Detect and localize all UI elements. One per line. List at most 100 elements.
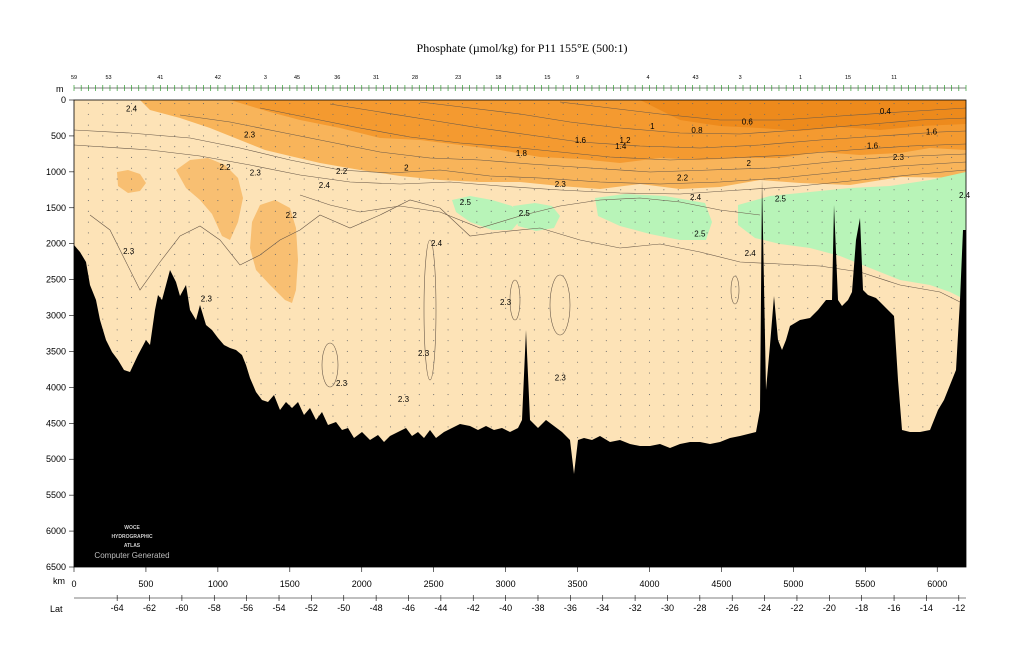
sample-dot [332,394,334,396]
sample-dot [850,146,852,148]
sample-dot [447,200,449,202]
sample-dot [404,156,406,159]
sample-dot [548,394,550,396]
sample-dot [634,189,636,191]
sample-dot [418,350,420,353]
sample-dot [548,167,550,169]
sample-dot [576,124,579,126]
plot-frame [73,99,967,568]
sample-dot [202,189,205,191]
sample-dot [447,146,449,148]
latitude-tick-label: -58 [208,603,221,613]
sample-dot [346,189,348,191]
sample-dot [922,286,924,288]
sample-dot [792,264,794,266]
sample-dot [289,340,291,342]
sample-dot [361,178,363,180]
sample-dot [346,264,348,266]
sample-dot [274,318,276,320]
sample-dot [188,113,190,115]
sample-dot [346,210,348,212]
sample-dot [922,275,924,277]
sample-dot [720,340,722,342]
latitude-tick-label: -30 [661,603,674,613]
station-number-label: 42 [215,75,221,81]
sample-dot [476,286,478,288]
sample-dot [87,264,89,266]
sample-dot [145,243,147,245]
sample-dot [605,340,607,342]
sample-dot [202,200,205,202]
sample-dot [447,372,449,374]
sample-dot [591,124,593,126]
sample-dot [447,178,449,180]
sample-dot [418,372,420,374]
sample-dot [706,415,708,417]
sample-dot [490,329,492,331]
contour-value-label: 2.4 [745,249,757,258]
sample-dot [663,437,665,439]
sample-dot [720,221,722,223]
sample-dot [634,361,636,363]
sample-dot [821,189,823,191]
sample-dot [433,210,435,212]
sample-dot [692,103,694,105]
depth-tick-label: 4000 [46,382,66,392]
sample-dot [130,124,133,126]
sample-dot [749,124,751,126]
sample-dot [821,210,823,212]
sample-dot [749,135,751,137]
sample-dot [231,275,233,277]
sample-dot [318,329,320,331]
sample-dot [562,200,564,202]
distance-tick-label: 4500 [711,579,731,589]
sample-dot [807,286,809,288]
sample-dot [476,394,478,396]
sample-dot [907,404,910,406]
sample-dot [159,189,161,191]
sample-dot [389,200,392,202]
sample-dot [778,167,780,169]
sample-dot [519,350,521,353]
sample-dot [562,394,564,396]
sample-dot [346,232,348,234]
sample-dot [879,135,881,137]
sample-dot [260,135,262,137]
sample-dot [389,383,392,385]
watermark-line3: ATLAS [124,543,141,549]
sample-dot [375,221,377,223]
sample-dot [620,113,622,115]
sample-dot [346,394,348,396]
sample-dot [562,361,564,363]
sample-dot [476,156,478,159]
watermark-line1: WOCE [124,525,140,531]
sample-dot [87,253,89,256]
sample-dot [548,243,550,245]
sample-dot [922,221,924,223]
sample-dot [418,135,420,137]
sample-dot [404,167,406,169]
sample-dot [850,135,852,137]
sample-dot [260,340,262,342]
low-patch-b [250,200,298,303]
sample-dot [318,243,320,245]
sample-dot [476,350,478,353]
sample-dot [634,167,636,169]
sample-dot [490,286,492,288]
sample-dot [562,113,564,115]
sample-dot [246,210,248,212]
sample-dot [677,383,679,385]
sample-dot [807,243,809,245]
sample-dot [346,167,348,169]
contour-line [299,194,761,229]
sample-dot [116,318,118,320]
sample-dot [303,350,305,353]
sample-dot [620,253,622,256]
sample-dot [548,253,550,256]
sample-dot [879,200,881,202]
sample-dot [246,361,248,363]
sample-dot [533,221,535,223]
station-number-label: 15 [845,75,851,81]
sample-dot [879,243,881,245]
